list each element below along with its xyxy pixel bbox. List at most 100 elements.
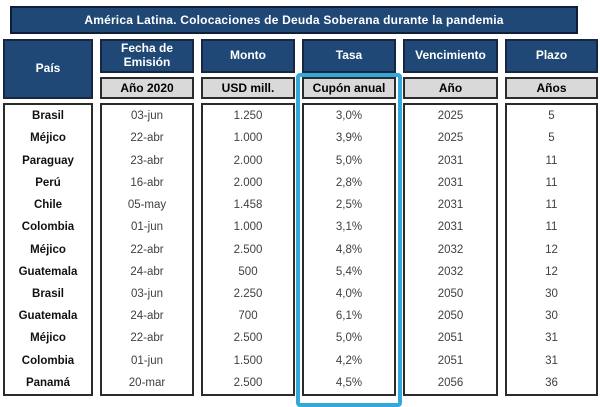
table-cell: 11	[545, 221, 558, 234]
table-cell: 4,0%	[335, 287, 363, 300]
table-cell: Perú	[35, 176, 61, 189]
table-cell: 23-abr	[130, 154, 164, 167]
column-header-fecha-emision: Fecha de Emisión	[100, 39, 194, 73]
column-plazo: Plazo Años 5 5 11 11 11 11 12 12 30 30 31 31 36	[505, 39, 598, 396]
column-header-pais: País	[3, 39, 93, 99]
column-subheader-plazo-label: Años	[536, 81, 567, 95]
table-cell: 30	[545, 287, 558, 300]
table-cell: 24-abr	[130, 265, 164, 278]
table-cell: 2,5%	[335, 199, 363, 212]
table-cell: 700	[238, 310, 258, 323]
table-cell: 03-jun	[131, 110, 163, 123]
table-cell: 3,0%	[335, 110, 363, 123]
table-cell: 1.500	[233, 354, 263, 367]
table-cell: 2056	[437, 376, 464, 389]
table-cell: Guatemala	[18, 310, 78, 323]
column-header-pais-label: País	[35, 61, 61, 76]
column-fecha-emision: Fecha de Emisión Año 2020 03-jun 22-abr 23…	[100, 39, 194, 396]
table-cell: 30	[545, 310, 558, 323]
table-cell: 5,0%	[335, 332, 363, 345]
table-cell: Chile	[33, 199, 63, 212]
column-header-monto-label: Monto	[230, 48, 266, 63]
table-cell: 01-jun	[131, 221, 163, 234]
table-cell: 2.500	[233, 332, 263, 345]
table-cell: 24-abr	[130, 310, 164, 323]
table-cell: 2.500	[233, 243, 263, 256]
table-cell: Méjico	[30, 332, 66, 345]
column-data-vencimiento: 2025 2025 2031 2031 2031 2031 2032 2032 2050 2050…	[403, 103, 498, 396]
table-cell: 03-jun	[131, 287, 163, 300]
column-subheader-fecha-emision-label: Año 2020	[120, 81, 174, 95]
table-cell: 2025	[437, 110, 464, 123]
column-header-plazo-label: Plazo	[535, 48, 568, 63]
table-cell: 22-abr	[130, 243, 164, 256]
column-header-vencimiento-label: Vencimiento	[415, 48, 486, 63]
table-cell: 500	[238, 265, 258, 278]
column-vencimiento: Vencimiento Año 2025 2025 2031 2031 2031 2031…	[403, 39, 498, 396]
table-cell: Méjico	[30, 243, 66, 256]
column-pais: País Brasil Méjico Paraguay Perú Chile Colomb…	[3, 39, 93, 396]
table-cell: 4,8%	[335, 243, 363, 256]
table-cell: 2032	[437, 265, 464, 278]
table-cell: 2031	[437, 176, 464, 189]
table-cell: 31	[545, 332, 558, 345]
table-cell: 3,1%	[335, 221, 363, 234]
table-cell: 20-mar	[128, 376, 166, 389]
column-header-monto: Monto	[201, 39, 295, 73]
table-cell: 1.458	[233, 199, 263, 212]
column-header-vencimiento: Vencimiento	[403, 39, 498, 73]
table-cell: 12	[545, 243, 558, 256]
table-cell: 16-abr	[130, 176, 164, 189]
table-cell: 2032	[437, 243, 464, 256]
column-data-pais: Brasil Méjico Paraguay Perú Chile Colombia Méj…	[3, 103, 93, 396]
table-cell: 3,9%	[335, 132, 363, 145]
column-subheader-vencimiento-label: Año	[438, 81, 463, 95]
table-cell: Brasil	[32, 110, 64, 123]
table-cell: 2031	[437, 199, 464, 212]
column-subheader-tasa: Cupón anual	[302, 77, 396, 99]
column-subheader-fecha-emision: Año 2020	[100, 77, 194, 99]
column-monto: Monto USD mill. 1.250 1.000 2.000 2.000 1.45…	[201, 39, 295, 396]
table-cell: 11	[545, 176, 558, 189]
column-header-tasa-label: Tasa	[335, 48, 363, 63]
table-cell: 1.000	[233, 221, 263, 234]
table-cell: 5,4%	[335, 265, 363, 278]
table-cell: 2.500	[233, 376, 263, 389]
table-cell: Brasil	[32, 287, 64, 300]
column-subheader-tasa-label: Cupón anual	[312, 81, 386, 95]
column-subheader-monto: USD mill.	[201, 77, 295, 99]
table-cell: 2051	[437, 332, 464, 345]
table-cell: 22-abr	[130, 332, 164, 345]
table-cell: 01-jun	[131, 354, 163, 367]
column-data-plazo: 5 5 11 11 11 11 12 12 30 30 31 31 36	[505, 103, 598, 396]
table-cell: 4,2%	[335, 354, 363, 367]
table-cell: Paraguay	[22, 154, 74, 167]
table-cell: 12	[545, 265, 558, 278]
table-cell: 2.250	[233, 287, 263, 300]
table-cell: 2.000	[233, 154, 263, 167]
table-cell: 2025	[437, 132, 464, 145]
table-cell: Guatemala	[18, 265, 78, 278]
column-subheader-vencimiento: Año	[403, 77, 498, 99]
table-cell: 31	[545, 354, 558, 367]
table-cell: 2031	[437, 154, 464, 167]
table-cell: Colombia	[21, 354, 75, 367]
table-cell: 2050	[437, 287, 464, 300]
table-cell: 05-may	[127, 199, 167, 212]
table-cell: 2.000	[233, 176, 263, 189]
table-cell: 11	[545, 199, 558, 212]
table-cell: Méjico	[30, 132, 66, 145]
table-cell: 6,1%	[335, 310, 363, 323]
column-subheader-monto-label: USD mill.	[221, 81, 275, 95]
column-data-fecha-emision: 03-jun 22-abr 23-abr 16-abr 05-may 01-jun 22-a…	[100, 103, 194, 396]
table-cell: 36	[545, 376, 558, 389]
column-data-monto: 1.250 1.000 2.000 2.000 1.458 1.000 2.500 500 2.…	[201, 103, 295, 396]
table-cell: 4,5%	[335, 376, 363, 389]
table-cell: Panamá	[25, 376, 71, 389]
table-cell: 2031	[437, 221, 464, 234]
table-cell: 5	[548, 132, 555, 145]
table-title-bar: América Latina. Colocaciones de Deuda So…	[10, 6, 578, 34]
column-data-tasa: 3,0% 3,9% 5,0% 2,8% 2,5% 3,1% 4,8% 5,4% 4,0% 6,1%…	[302, 103, 396, 396]
table-cell: 2050	[437, 310, 464, 323]
